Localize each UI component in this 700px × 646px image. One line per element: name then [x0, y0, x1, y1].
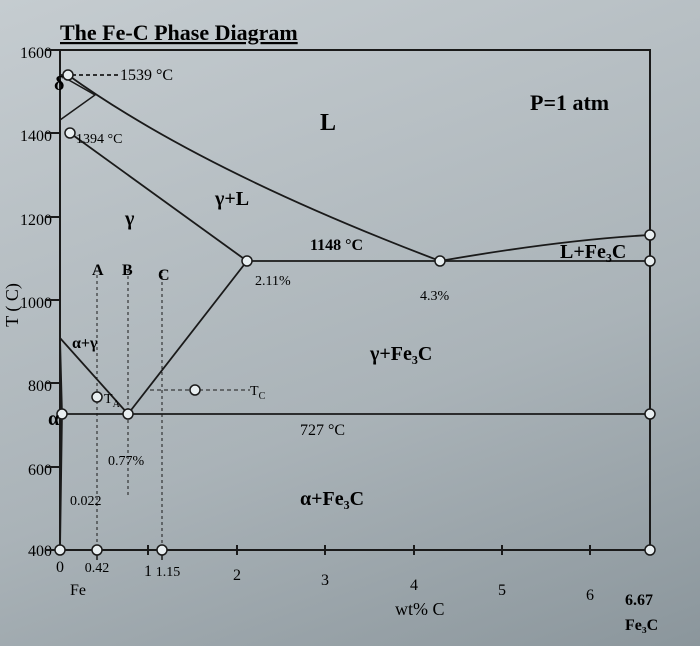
label-077: 0.77% — [108, 454, 145, 469]
x-tick-5: 5 — [498, 582, 506, 599]
marker-A: A — [92, 262, 104, 279]
y-axis-label: T ( C) — [2, 283, 23, 327]
phase-alpha: α — [48, 408, 59, 430]
marker-TC: TC — [250, 384, 266, 402]
x-tick-2: 2 — [233, 567, 241, 584]
marker-TA: TA — [104, 392, 121, 410]
y-axis: 1600 1400 1200 1000 800 600 400 — [20, 45, 60, 560]
phase-L-fe3c: L+Fe₃C — [560, 241, 626, 263]
phase-alpha-gamma: α+γ — [72, 335, 98, 352]
y-tick-1200: 1200 — [20, 212, 52, 229]
phase-delta: δ — [54, 73, 64, 95]
x-tick-0: 0 — [56, 559, 64, 576]
x-start-label: Fe — [70, 582, 86, 599]
x-sub-042: 0.42 — [85, 561, 110, 576]
y-tick-1400: 1400 — [20, 128, 52, 145]
phase-diagram-svg: The Fe-C Phase Diagram 1600 1400 1200 10… — [0, 0, 700, 646]
label-43: 4.3% — [420, 289, 450, 304]
x-tick-6: 6 — [586, 587, 594, 604]
phase-gamma-fe3c: γ+Fe₃C — [369, 343, 432, 365]
plot-frame — [60, 50, 650, 550]
y-tick-800: 800 — [28, 378, 52, 395]
phase-gamma: γ — [124, 208, 135, 230]
x-axis-label: wt% C — [395, 599, 445, 619]
label-1148: 1148 °C — [310, 237, 363, 254]
y-tick-400: 400 — [28, 543, 52, 560]
label-1394: 1394 °C — [76, 132, 122, 147]
x-tick-1: 1 — [144, 563, 152, 580]
marker-C: C — [158, 267, 170, 284]
phase-gammaL: γ+L — [214, 188, 249, 210]
label-211: 2.11% — [255, 274, 291, 289]
diagram-container: The Fe-C Phase Diagram 1600 1400 1200 10… — [0, 0, 700, 646]
marker-B: B — [122, 262, 133, 279]
diagram-title: The Fe-C Phase Diagram — [60, 20, 298, 45]
x-tick-3: 3 — [321, 572, 329, 589]
x-end-667: 6.67 — [625, 592, 653, 609]
x-axis: 0 1 2 3 4 5 6 0.42 1.15 — [56, 545, 594, 604]
key-points — [55, 70, 655, 555]
x-end-fe3c: Fe₃C — [625, 617, 658, 634]
y-tick-1000: 1000 — [20, 295, 52, 312]
phase-region-labels: δ L γ γ+L α+γ α γ+Fe₃C α+Fe₃C L+Fe₃C — [48, 73, 626, 510]
pressure-label: P=1 atm — [530, 90, 609, 115]
label-1539: 1539 °C — [120, 67, 173, 84]
y-tick-600: 600 — [28, 462, 52, 479]
phase-lines — [60, 75, 650, 555]
phase-L: L — [320, 110, 336, 136]
y-tick-1600: 1600 — [20, 45, 52, 62]
x-tick-4: 4 — [410, 577, 418, 594]
label-0022: 0.022 — [70, 494, 102, 509]
label-727: 727 °C — [300, 422, 345, 439]
abc-markers: A B C — [92, 262, 170, 284]
x-sub-115: 1.15 — [156, 565, 181, 580]
phase-alpha-fe3c: α+Fe₃C — [300, 488, 364, 510]
